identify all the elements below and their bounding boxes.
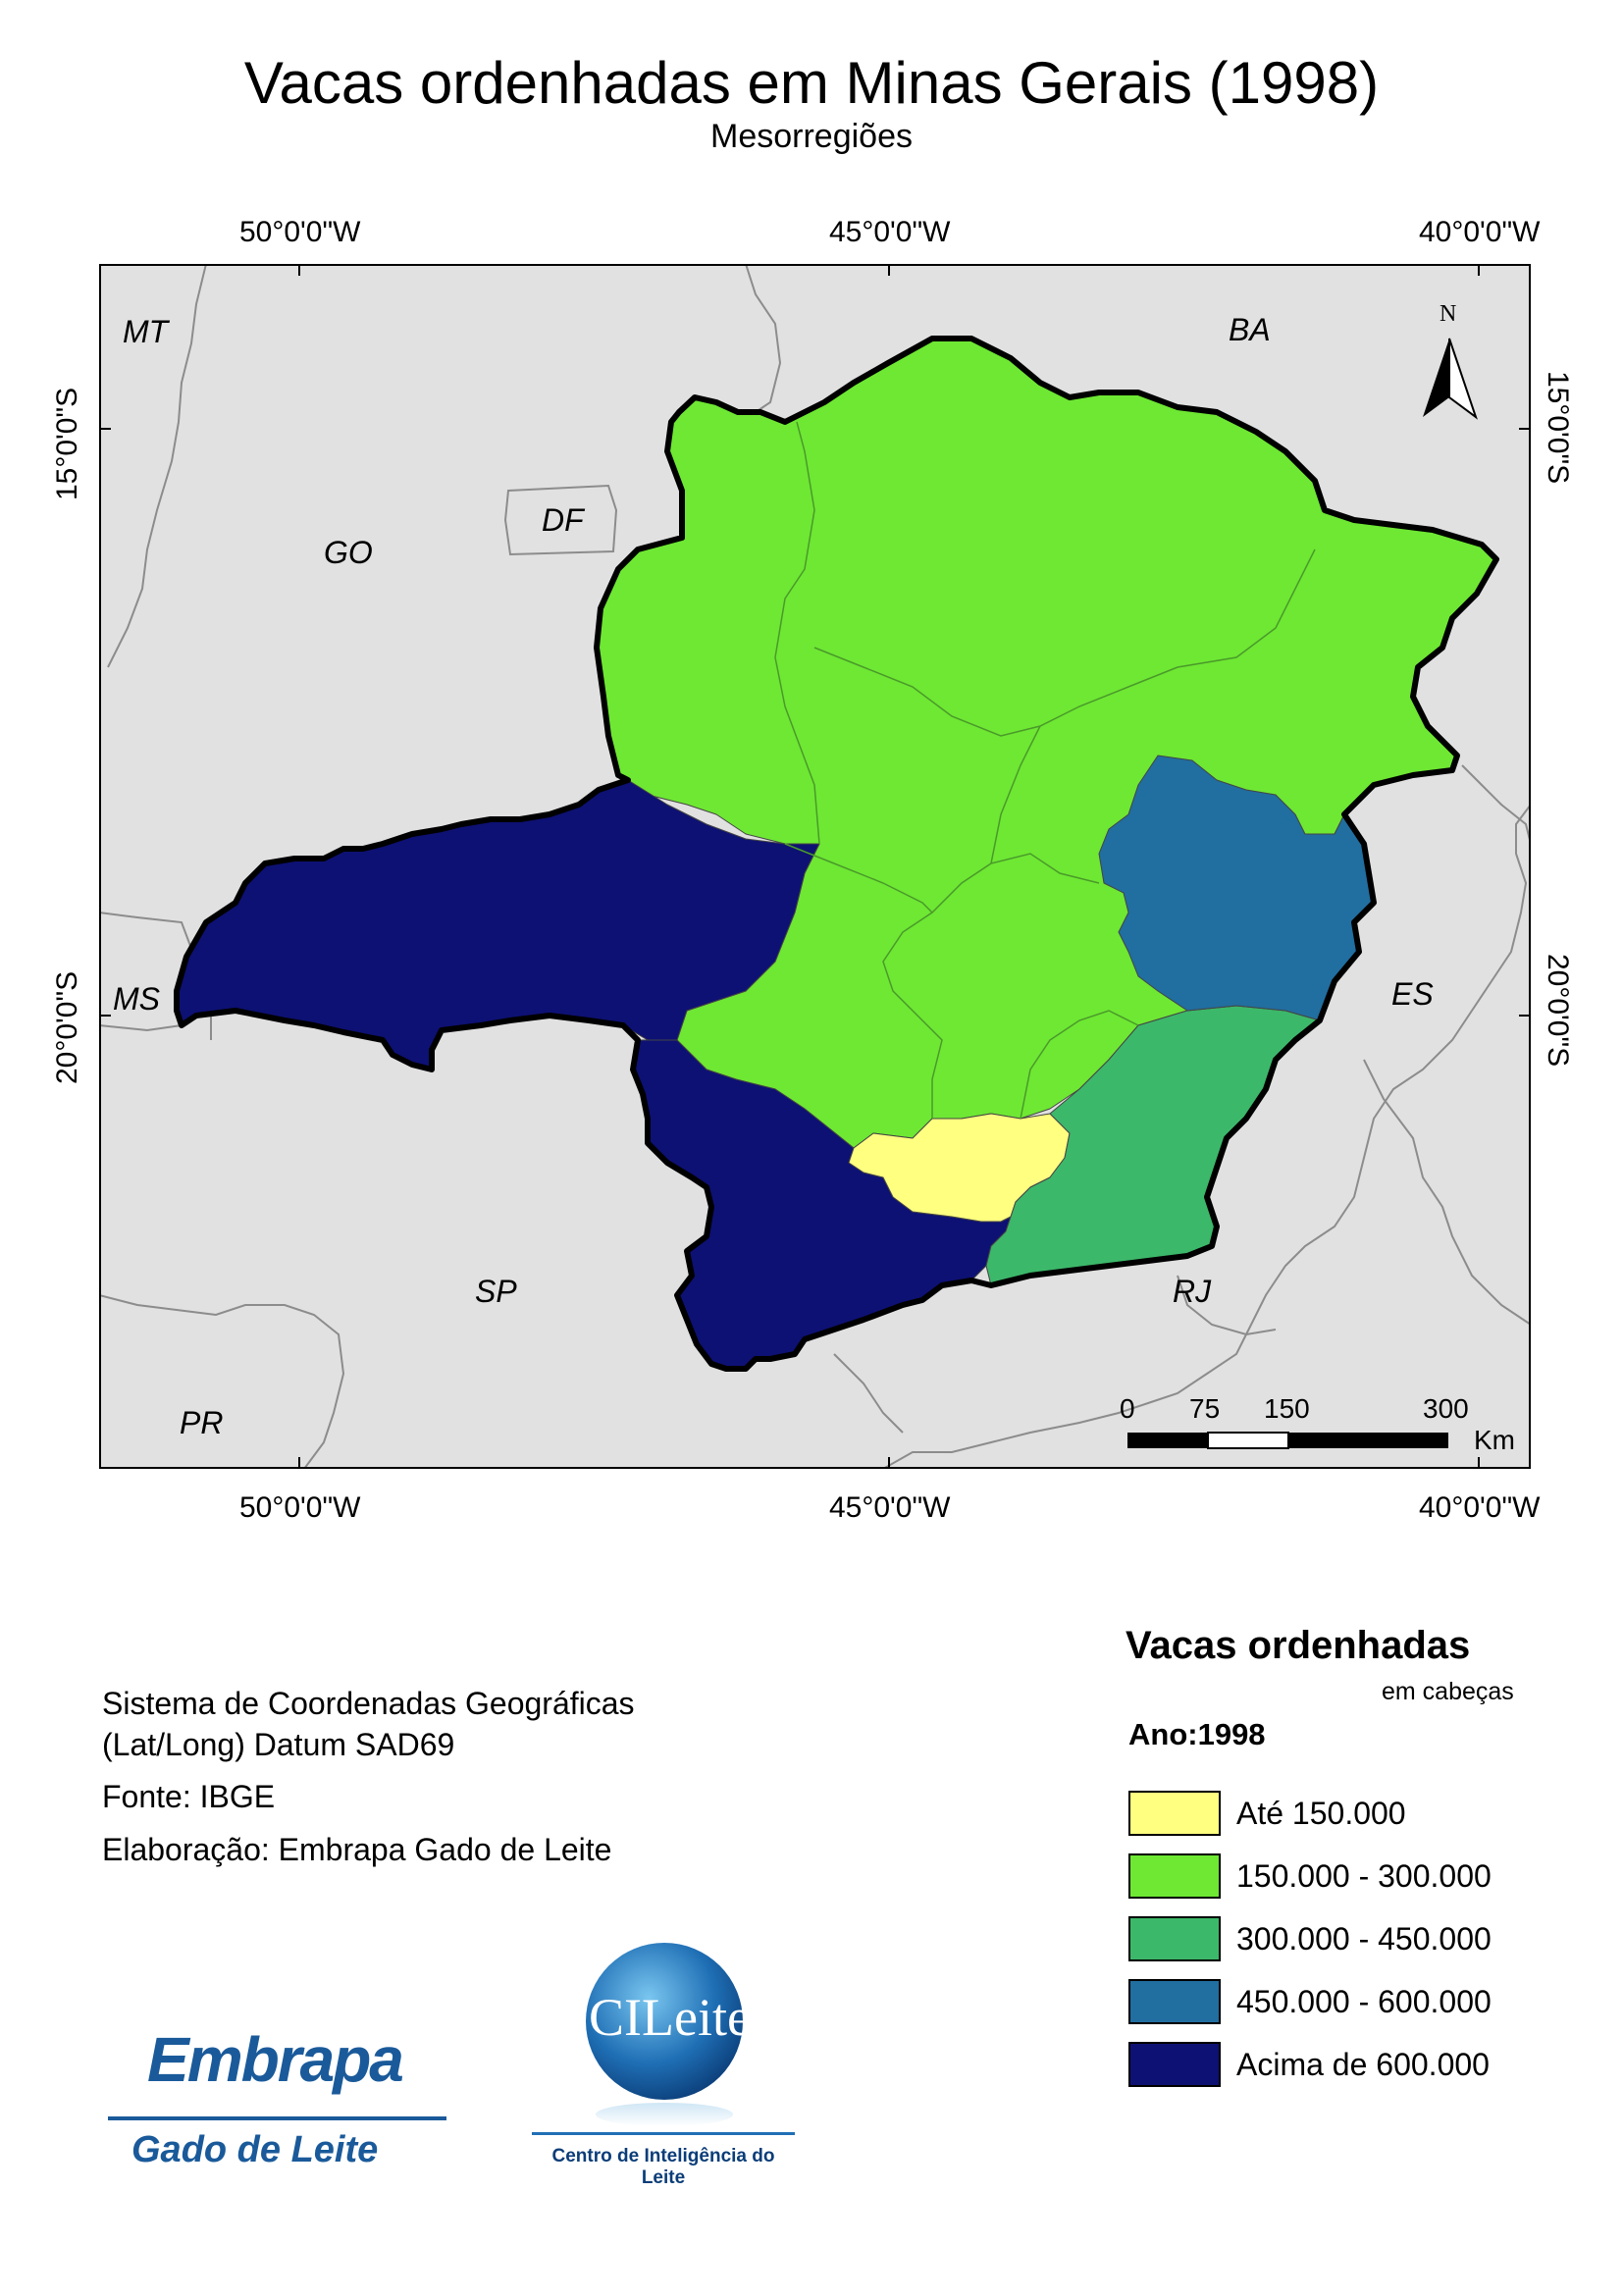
top-lon-label-45w: 45°0'0"W [829,216,951,248]
legend-item: 450.000 - 600.000 [1128,1978,1492,2025]
state-label-go: GO [324,535,373,570]
scale-tick-0: 0 [1120,1393,1135,1424]
internal-boundaries [774,421,1316,1120]
embrapa-logo-text: Embrapa [147,2024,404,2095]
legend-item: 150.000 - 300.000 [1128,1852,1492,1900]
cileite-globe-icon [586,1943,743,2126]
mg-state-outline [174,336,1499,1372]
embrapa-logo-rule [108,2116,446,2120]
legend-label: Acima de 600.000 [1236,2046,1490,2082]
map-info: Sistema de Coordenadas Geográficas (Lat/… [102,1684,635,1882]
embrapa-logo: Embrapa Gado de Leite [108,2023,456,2185]
state-label-sp: SP [475,1274,517,1309]
map-panel [99,264,1531,1469]
source-text: Fonte: IBGE [102,1779,276,1815]
cileite-logo-subtext: Centro de Inteligência do Leite [551,2146,775,2188]
map-subtitle: Mesorregiões [710,118,913,155]
legend-swatch [1128,1916,1221,1961]
cileite-logo-text: CILeite [589,1988,751,2047]
legend-item: Acima de 600.000 [1128,2041,1490,2088]
right-lat-label-15s: 15°0'0"S [1542,371,1574,485]
top-lon-label-40w: 40°0'0"W [1419,216,1541,248]
top-lon-label-50w: 50°0'0"W [239,216,361,248]
bottom-lon-label-40w: 40°0'0"W [1419,1491,1541,1524]
legend-swatch [1128,1791,1221,1836]
legend-unit: em cabeças [1382,1678,1514,1705]
author-text: Elaboração: Embrapa Gado de Leite [102,1831,612,1867]
legend-swatch [1128,1979,1221,2024]
bottom-lon-label-45w: 45°0'0"W [829,1491,951,1524]
coord-system-line2: (Lat/Long) Datum SAD69 [102,1726,455,1762]
north-arrow-label: N [1440,301,1457,327]
legend-label: 450.000 - 600.000 [1236,1983,1492,2019]
graticule-ticks [99,264,1531,1469]
state-label-ba: BA [1229,312,1271,347]
df-outline [503,484,618,556]
legend-label: 300.000 - 450.000 [1236,1920,1492,1957]
scale-tick-150: 150 [1264,1393,1310,1424]
coastline [882,804,1531,1469]
legend-swatch [1128,1853,1221,1899]
legend-swatch [1128,2042,1221,2087]
map-title: Vacas ordenhadas em Minas Gerais (1998) [243,50,1380,116]
state-label-es: ES [1391,976,1434,1012]
legend-label: Até 150.000 [1236,1795,1406,1831]
north-arrow-icon [1423,338,1478,420]
state-borders [99,264,1531,1469]
left-lat-label-20s: 20°0'0"S [51,970,83,1084]
state-label-ms: MS [113,981,160,1017]
legend-label: 150.000 - 300.000 [1236,1857,1492,1894]
state-label-rj: RJ [1173,1274,1212,1309]
cileite-logo: CILeite Centro de Inteligência do Leite [530,1938,805,2188]
legend-item: 300.000 - 450.000 [1128,1915,1492,1962]
legend-year: Ano:1998 [1128,1717,1266,1751]
state-label-mt: MT [123,314,169,349]
bottom-lon-label-50w: 50°0'0"W [239,1491,361,1524]
coord-system-line1: Sistema de Coordenadas Geográficas [102,1686,635,1721]
legend-title: Vacas ordenhadas [1126,1624,1471,1667]
embrapa-logo-subtext: Gado de Leite [131,2129,379,2170]
scale-unit: Km [1474,1425,1515,1455]
right-lat-label-20s: 20°0'0"S [1542,954,1574,1068]
scale-tick-75: 75 [1189,1393,1221,1424]
state-label-pr: PR [180,1405,224,1440]
cileite-logo-rule [532,2132,795,2135]
state-label-df: DF [542,502,584,538]
left-lat-label-15s: 15°0'0"S [51,387,83,500]
legend-item: Até 150.000 [1128,1790,1406,1837]
scale-bar [1127,1432,1448,1449]
scale-tick-300: 300 [1423,1393,1469,1424]
